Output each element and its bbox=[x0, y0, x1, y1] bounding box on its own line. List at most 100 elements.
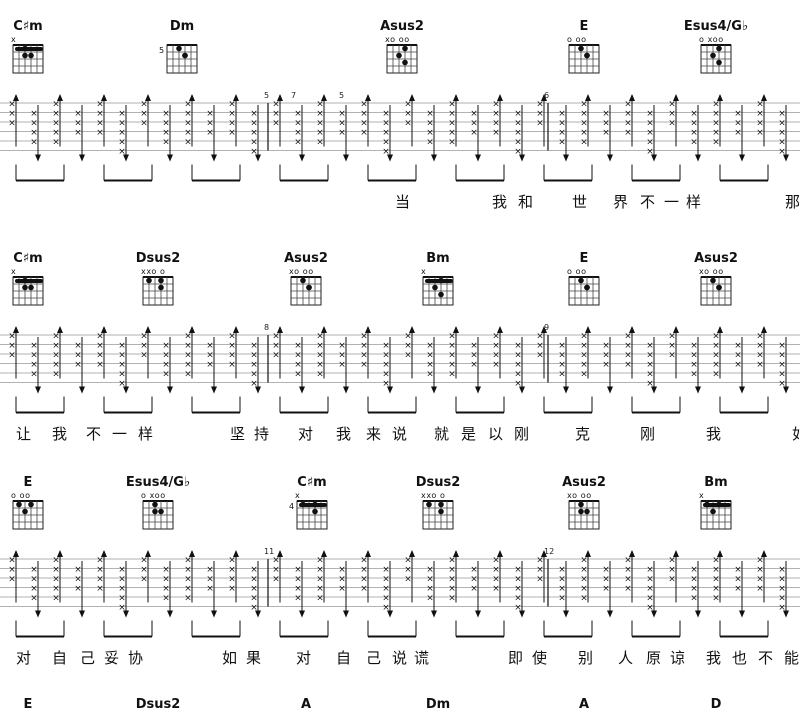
svg-text:×: × bbox=[184, 351, 192, 361]
svg-text:×: × bbox=[602, 575, 610, 585]
strum-column: ×××× bbox=[624, 550, 635, 603]
svg-text:×: × bbox=[118, 341, 126, 351]
svg-text:×: × bbox=[74, 565, 82, 575]
strum-column: ××× bbox=[338, 337, 349, 394]
strum-column: ××××× bbox=[250, 337, 261, 394]
svg-text:×: × bbox=[668, 332, 676, 342]
svg-text:×: × bbox=[30, 360, 38, 370]
svg-text:×: × bbox=[272, 575, 280, 585]
svg-text:×: × bbox=[536, 556, 544, 566]
svg-text:×: × bbox=[250, 594, 258, 604]
svg-text:×: × bbox=[382, 109, 390, 119]
svg-text:×: × bbox=[536, 119, 544, 129]
strum-column: ××××× bbox=[580, 326, 591, 380]
svg-text:×: × bbox=[96, 100, 104, 110]
svg-text:×: × bbox=[470, 341, 478, 351]
svg-text:×: × bbox=[646, 341, 654, 351]
strum-column: ×××× bbox=[162, 561, 173, 618]
chord-name: Asus2 bbox=[694, 251, 738, 266]
svg-text:×: × bbox=[52, 100, 60, 110]
svg-text:×: × bbox=[162, 575, 170, 585]
svg-text:×: × bbox=[140, 332, 148, 342]
svg-text:×: × bbox=[52, 351, 60, 361]
svg-text:×: × bbox=[316, 100, 324, 110]
svg-text:×: × bbox=[272, 341, 280, 351]
string-markers: x bbox=[699, 491, 704, 500]
svg-text:×: × bbox=[338, 128, 346, 138]
svg-text:×: × bbox=[558, 594, 566, 604]
svg-text:×: × bbox=[558, 360, 566, 370]
svg-text:×: × bbox=[536, 565, 544, 575]
strum-column: ××××× bbox=[52, 550, 63, 604]
svg-text:×: × bbox=[184, 128, 192, 138]
strum-column: ×××× bbox=[96, 326, 107, 379]
measure-number: 12 bbox=[544, 547, 554, 556]
svg-text:×: × bbox=[536, 109, 544, 119]
svg-text:×: × bbox=[30, 594, 38, 604]
finger-dot bbox=[584, 52, 590, 59]
string-markers: xo oo bbox=[289, 267, 314, 276]
string-markers: xxo o bbox=[421, 491, 446, 500]
svg-text:×: × bbox=[228, 351, 236, 361]
svg-text:×: × bbox=[118, 575, 126, 585]
svg-text:×: × bbox=[426, 341, 434, 351]
strum-column: ××××× bbox=[316, 326, 327, 380]
chord-name: E bbox=[24, 697, 33, 712]
svg-text:×: × bbox=[646, 575, 654, 585]
svg-text:×: × bbox=[52, 119, 60, 129]
strum-column: ××××× bbox=[118, 561, 129, 618]
svg-text:×: × bbox=[74, 584, 82, 594]
string-markers: o oo bbox=[11, 491, 31, 500]
svg-text:×: × bbox=[250, 119, 258, 129]
svg-text:×: × bbox=[206, 584, 214, 594]
svg-text:×: × bbox=[250, 379, 258, 389]
finger-dot bbox=[28, 52, 34, 59]
chord-name: E bbox=[580, 19, 589, 34]
svg-text:×: × bbox=[228, 575, 236, 585]
svg-text:×: × bbox=[74, 341, 82, 351]
svg-text:×: × bbox=[250, 341, 258, 351]
svg-text:×: × bbox=[448, 341, 456, 351]
finger-dot bbox=[402, 59, 408, 66]
strum-column: ××××× bbox=[580, 94, 591, 148]
svg-text:×: × bbox=[74, 109, 82, 119]
svg-text:×: × bbox=[382, 138, 390, 148]
svg-text:×: × bbox=[668, 119, 676, 129]
svg-text:×: × bbox=[96, 119, 104, 129]
lyric-char: 来 bbox=[366, 425, 381, 443]
svg-text:×: × bbox=[602, 128, 610, 138]
tab-staff: ××××××××××××××××××××××××××××××××××××××××… bbox=[0, 94, 800, 182]
svg-text:×: × bbox=[184, 556, 192, 566]
svg-text:×: × bbox=[272, 109, 280, 119]
svg-text:×: × bbox=[756, 332, 764, 342]
svg-text:×: × bbox=[360, 341, 368, 351]
svg-text:×: × bbox=[734, 575, 742, 585]
strum-column: ××× bbox=[734, 337, 745, 394]
svg-text:×: × bbox=[536, 332, 544, 342]
svg-text:×: × bbox=[602, 565, 610, 575]
barre bbox=[703, 503, 731, 507]
svg-text:×: × bbox=[558, 128, 566, 138]
chord-grid bbox=[142, 276, 174, 306]
finger-dot bbox=[158, 284, 164, 291]
finger-dot bbox=[716, 59, 722, 66]
svg-text:×: × bbox=[140, 341, 148, 351]
svg-text:×: × bbox=[228, 332, 236, 342]
finger-dot bbox=[402, 45, 408, 52]
lyric-char: 协 bbox=[128, 649, 143, 667]
strum-column: ××× bbox=[74, 337, 85, 394]
lyric-char: 当 bbox=[395, 193, 410, 211]
svg-text:×: × bbox=[778, 341, 786, 351]
svg-text:×: × bbox=[118, 584, 126, 594]
svg-text:×: × bbox=[690, 584, 698, 594]
strum-column: ××× bbox=[668, 550, 679, 603]
svg-text:×: × bbox=[668, 351, 676, 361]
svg-text:×: × bbox=[624, 128, 632, 138]
strum-column: ×××× bbox=[690, 561, 701, 618]
svg-text:×: × bbox=[734, 109, 742, 119]
lyric-char: 那 bbox=[785, 193, 800, 211]
svg-text:×: × bbox=[580, 332, 588, 342]
strum-column: ××××× bbox=[184, 94, 195, 148]
svg-text:×: × bbox=[646, 138, 654, 148]
